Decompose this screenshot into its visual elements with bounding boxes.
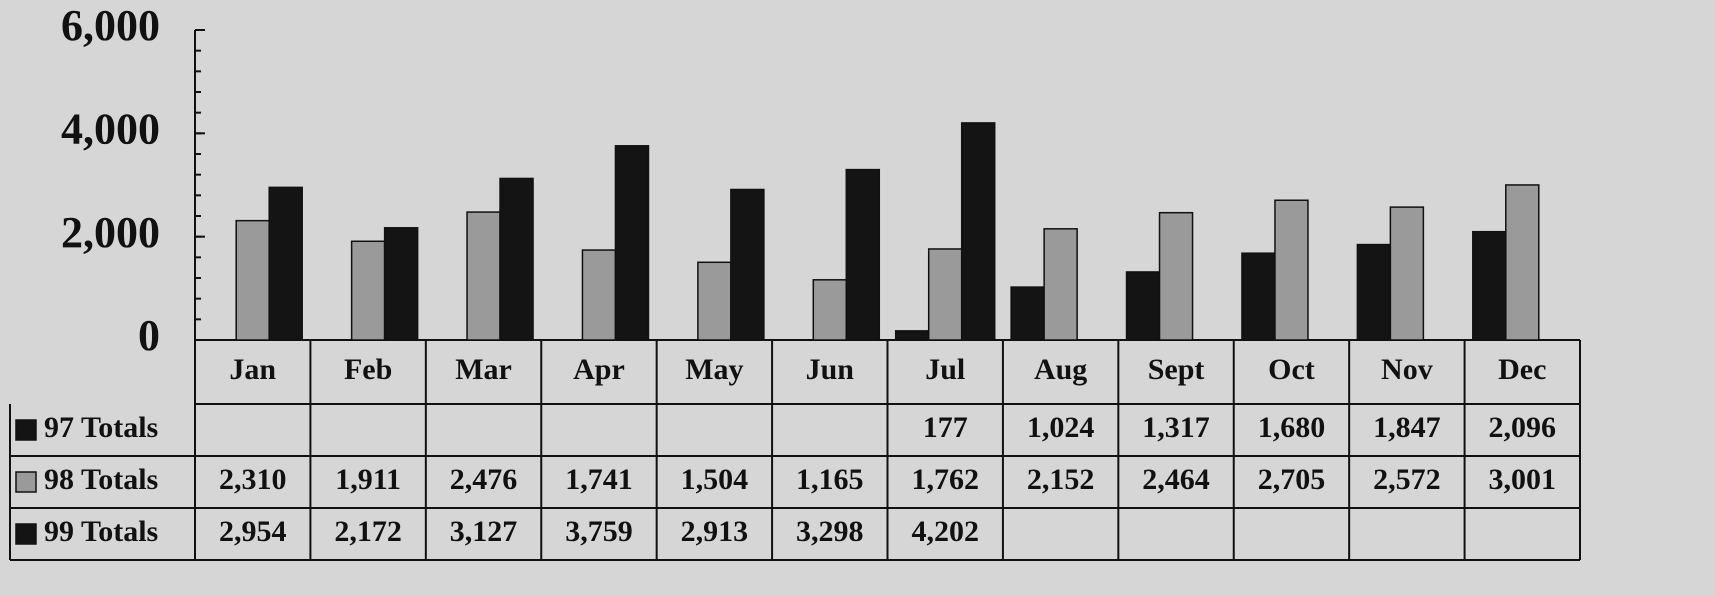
value-label: 2,310: [219, 463, 287, 496]
legend-label: 99 Totals: [44, 515, 158, 548]
legend-label: 98 Totals: [44, 463, 158, 496]
value-label: 2,096: [1489, 411, 1557, 444]
x-tick-label: Jan: [229, 353, 276, 386]
value-label: 2,572: [1373, 463, 1441, 496]
value-label: 1,847: [1373, 411, 1441, 444]
x-tick-label: Aug: [1034, 353, 1087, 386]
bar: [1274, 199, 1309, 341]
bar: [466, 211, 501, 341]
bar: [350, 240, 386, 341]
legend-label: 97 Totals: [44, 411, 158, 444]
x-tick-label: Feb: [344, 353, 392, 386]
bar: [927, 248, 963, 341]
value-label: 4,202: [911, 515, 979, 548]
value-label: 3,298: [796, 515, 864, 548]
bar: [1389, 206, 1425, 341]
bar: [812, 279, 848, 341]
y-tick-label: 2,000: [61, 208, 160, 257]
bar: [894, 330, 930, 341]
value-label: 1,741: [565, 463, 633, 496]
x-tick-label: Nov: [1381, 353, 1433, 386]
value-label: 1,680: [1258, 411, 1326, 444]
legend-swatch: [15, 523, 37, 545]
x-tick-label: Apr: [573, 353, 625, 386]
bar: [235, 219, 270, 341]
bar: [697, 261, 732, 341]
value-label: 2,913: [681, 515, 749, 548]
bar: [1356, 243, 1392, 341]
value-label: 3,759: [565, 515, 633, 548]
bar: [581, 249, 617, 341]
value-label: 1,317: [1142, 411, 1210, 444]
bar: [960, 122, 996, 341]
value-label: 177: [923, 411, 968, 444]
value-label: 2,464: [1142, 463, 1210, 496]
x-tick-label: May: [685, 353, 743, 386]
bar: [268, 186, 303, 341]
y-tick-label: 6,000: [61, 1, 160, 50]
legend-swatch: [15, 419, 37, 441]
bar: [1472, 230, 1507, 341]
x-tick-label: Dec: [1498, 353, 1546, 386]
bar: [845, 168, 881, 341]
x-tick-label: Sept: [1148, 353, 1205, 386]
bar: [614, 145, 650, 341]
value-label: 1,024: [1027, 411, 1095, 444]
bar: [1043, 228, 1078, 341]
value-label: 1,165: [796, 463, 864, 496]
bar: [1158, 211, 1194, 341]
value-label: 2,172: [334, 515, 402, 548]
value-label: 1,504: [681, 463, 749, 496]
x-tick-label: Oct: [1268, 353, 1315, 386]
y-tick-label: 4,000: [61, 104, 160, 153]
bar: [499, 177, 534, 341]
bar: [1241, 252, 1276, 341]
x-tick-label: Mar: [455, 353, 512, 386]
value-label: 2,476: [450, 463, 518, 496]
bar: [730, 188, 765, 341]
x-tick-label: Jul: [925, 353, 965, 386]
bar: [1125, 271, 1161, 341]
value-label: 3,127: [450, 515, 518, 548]
value-label: 1,911: [335, 463, 401, 496]
value-label: 1,762: [911, 463, 979, 496]
x-tick-label: Jun: [806, 353, 855, 386]
bar: [383, 227, 419, 341]
bar: [1505, 184, 1540, 341]
value-label: 2,705: [1258, 463, 1326, 496]
value-label: 2,152: [1027, 463, 1095, 496]
y-tick-label: 0: [138, 311, 160, 360]
legend-swatch: [15, 471, 37, 493]
bar: [1010, 286, 1045, 341]
value-label: 2,954: [219, 515, 287, 548]
value-label: 3,001: [1489, 463, 1557, 496]
